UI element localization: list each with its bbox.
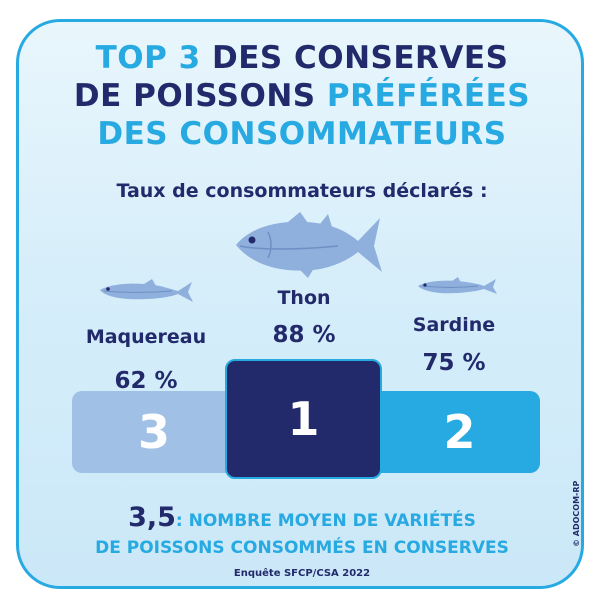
title-highlight-consommateurs: DES CONSOMMATEURS [97, 116, 507, 152]
source-note: Enquête SFCP/CSA 2022 [233, 568, 371, 579]
category-label-maquereau: Maquereau [85, 326, 207, 348]
title-line-2: DE POISSONS PRÉFÉRÉES [0, 77, 604, 115]
value-label-maquereau: 62 % [114, 368, 178, 394]
copyright-note: © ADOCOM-RP [572, 480, 581, 547]
subtitle: Taux de consommateurs déclarés : [116, 180, 488, 202]
value-label-sardine: 75 % [422, 350, 486, 376]
category-label-sardine: Sardine [412, 314, 496, 336]
value-label-thon: 88 % [272, 322, 336, 348]
podium-rank-1-thon: 1 [225, 359, 382, 479]
footer-line-1: 3,5: NOMBRE MOYEN DE VARIÉTÉS [0, 502, 604, 533]
average-varieties-number: 3,5 [128, 502, 176, 533]
title-line-1: TOP 3 DES CONSERVES [0, 39, 604, 77]
footer-text: : NOMBRE MOYEN DE VARIÉTÉS [175, 511, 476, 531]
title-text: DES CONSERVES [200, 40, 509, 76]
infographic-card [16, 19, 584, 589]
title-text: DE POISSONS [73, 78, 327, 114]
title-highlight-preferees: PRÉFÉRÉES [326, 78, 531, 114]
sardine-icon [418, 277, 497, 294]
title-line-3: DES CONSOMMATEURS [0, 115, 604, 153]
footer-line-2: DE POISSONS CONSOMMÉS EN CONSERVES [95, 538, 509, 558]
podium-rank-3-maquereau: 3 [72, 391, 236, 473]
category-label-thon: Thon [277, 287, 331, 309]
tuna-icon [236, 212, 382, 278]
title-highlight-top3: TOP 3 [95, 40, 201, 76]
mackerel-icon [100, 279, 193, 302]
podium-rank-2-sardine: 2 [379, 391, 540, 473]
